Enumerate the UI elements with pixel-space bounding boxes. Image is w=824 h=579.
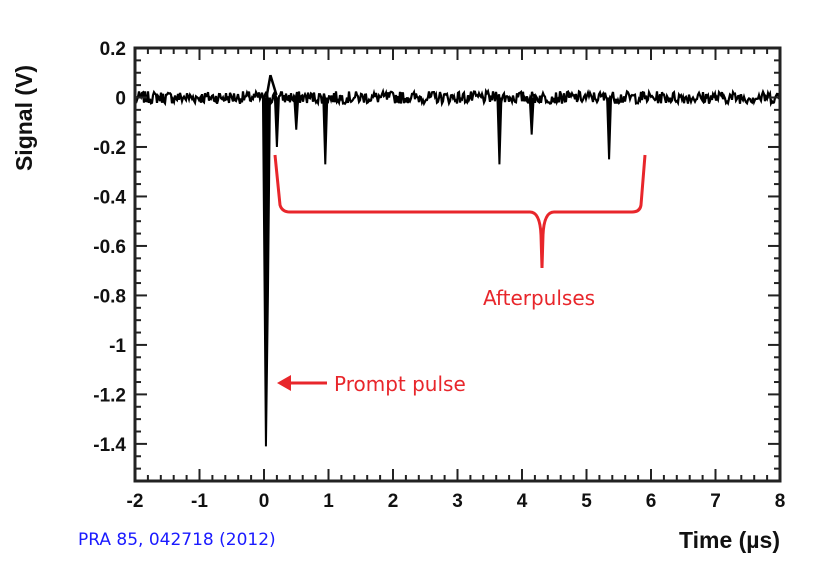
prompt-pulse-arrow-head [277,375,291,391]
afterpulses-brace [273,154,647,269]
x-tick-label: 6 [646,491,657,512]
x-tick-label: 5 [581,491,592,512]
afterpulse-mark-4 [322,97,329,165]
axis-ticks [134,47,781,482]
y-tick-labels: 0.2 0 -0.2 -0.4 -0.6 -0.8 -1 -1.2 -1.4 [93,39,126,456]
y-tick-label: -0.6 [93,237,126,258]
x-tick-label: 1 [323,491,334,512]
y-tick-label: -0.2 [93,138,126,159]
pulse-marks [261,74,613,447]
noise-trace [134,87,781,109]
x-tick-label: 8 [775,491,786,512]
y-tick-label: -0.4 [93,187,126,208]
x-tick-label: 4 [517,491,528,512]
afterpulses-label: Afterpulses [483,286,595,310]
x-tick-label: -1 [191,491,208,512]
prompt-pulse-label: Prompt pulse [334,372,466,396]
afterpulse-mark-6 [528,97,535,135]
x-tick-label: 2 [388,491,399,512]
x-tick-label: 0 [259,491,270,512]
y-axis-title: Signal (V) [11,65,37,171]
afterpulse-mark-5 [496,97,503,165]
x-tick-label: 7 [710,491,721,512]
overshoot-mark [265,74,278,98]
x-tick-label: 3 [452,491,463,512]
y-tick-label: -1 [109,336,126,357]
y-tick-label: -1.2 [93,385,126,406]
x-tick-labels: -2 -1 0 1 2 3 4 5 6 7 8 [127,491,786,512]
citation-text: PRA 85, 042718 (2012) [78,530,276,550]
y-tick-label: 0 [115,88,126,109]
signal-trace [134,87,781,109]
afterpulse-mark-2 [273,97,280,148]
y-tick-label: -1.4 [93,435,126,456]
afterpulse-mark-7 [606,97,613,160]
plot-frame [133,46,782,483]
x-tick-label: -2 [127,491,144,512]
x-axis-title: Time (µs) [679,527,780,553]
afterpulse-mark-3 [293,97,300,130]
y-tick-label: 0.2 [100,39,126,60]
y-tick-label: -0.8 [93,286,126,307]
prompt-pulse-mark [261,97,271,447]
